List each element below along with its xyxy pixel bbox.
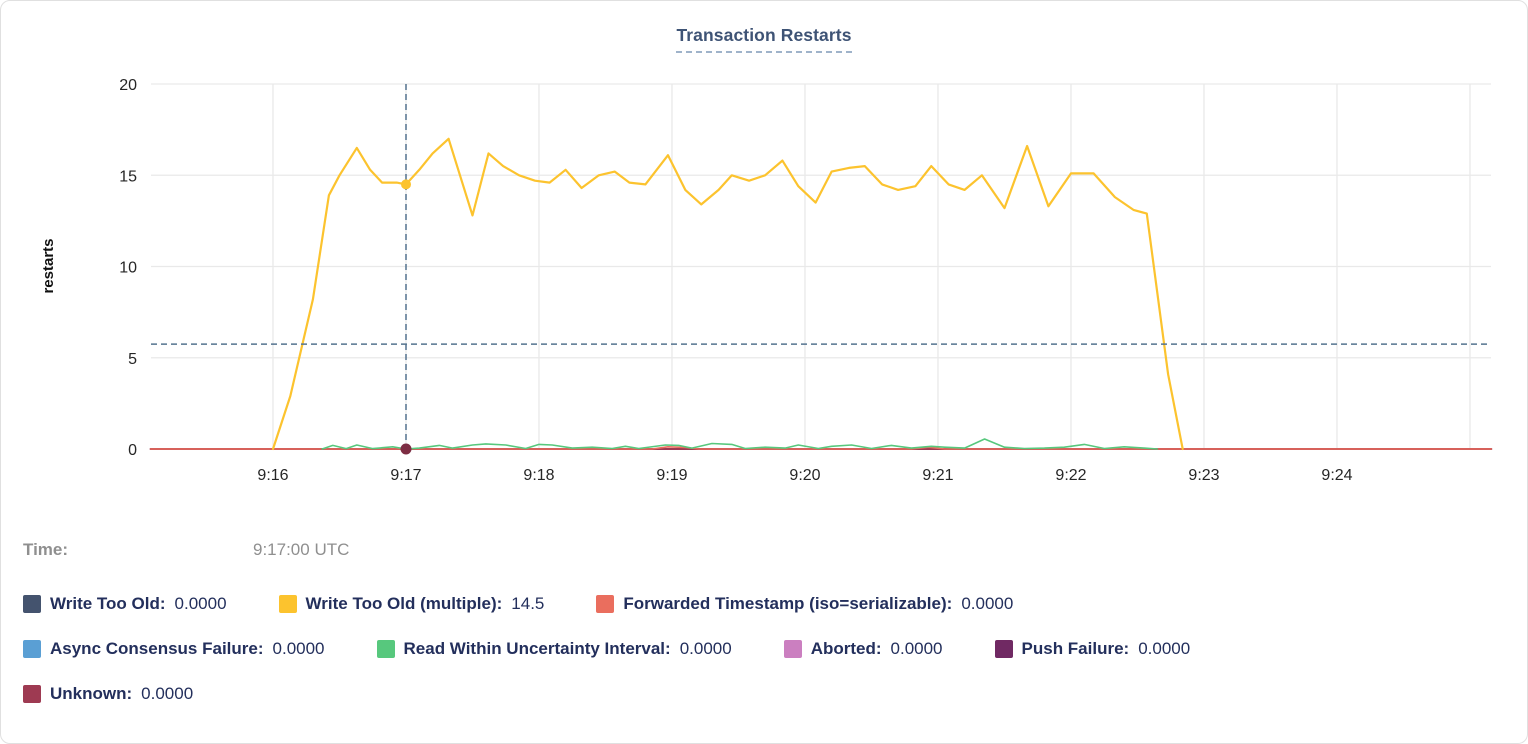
legend-series-value: 0.0000 bbox=[1138, 639, 1191, 658]
legend-color-swatch bbox=[23, 595, 41, 613]
legend-series-label: Push Failure: bbox=[1021, 639, 1130, 658]
x-tick-label: 9:16 bbox=[257, 467, 288, 484]
legend-color-swatch bbox=[596, 595, 615, 613]
y-tick-label: 10 bbox=[119, 260, 137, 277]
legend-item-unknown: Unknown: 0.0000 bbox=[23, 684, 193, 704]
legend-color-swatch bbox=[278, 595, 297, 613]
tooltip-time-row: Time: 9:17:00 UTC bbox=[23, 537, 1505, 563]
y-tick-label: 15 bbox=[119, 168, 137, 185]
legend-item-aborted: Aborted: 0.0000 bbox=[783, 639, 943, 659]
legend-series-value: 0.0000 bbox=[679, 639, 732, 658]
legend-series-value: 14.5 bbox=[511, 594, 545, 613]
hover-tooltip-readout: Time: 9:17:00 UTC Write Too Old: 0.0000 Wr… bbox=[1, 537, 1527, 707]
legend-item-write-too-old-multiple-: Write Too Old (multiple): 14.5 bbox=[278, 594, 545, 614]
legend-series-label: Forwarded Timestamp (iso=serializable): bbox=[623, 594, 953, 613]
series-line-forwarded-timestamp-iso-serializable- bbox=[149, 445, 1493, 450]
legend-series-value: 0.0000 bbox=[272, 639, 325, 658]
legend-series-value: 0.0000 bbox=[890, 639, 943, 658]
tooltip-time-value: 9:17:00 UTC bbox=[253, 540, 350, 559]
legend-row: Unknown: 0.0000 bbox=[23, 681, 1505, 707]
hover-point-marker bbox=[401, 179, 411, 190]
x-tick-label: 9:19 bbox=[656, 467, 687, 484]
legend-series-value: 0.0000 bbox=[174, 594, 227, 613]
y-tick-label: 5 bbox=[128, 351, 137, 368]
legend-series-label: Write Too Old: bbox=[50, 594, 166, 613]
legend-item-read-within-uncertainty-interval: Read Within Uncertainty Interval: 0.0000 bbox=[376, 639, 732, 659]
tooltip-time-label: Time: bbox=[23, 540, 69, 559]
series-line-read-within-uncertainty-interval bbox=[321, 438, 1159, 450]
y-tick-label: 0 bbox=[128, 442, 137, 459]
x-tick-label: 9:17 bbox=[390, 467, 421, 484]
legend-item-async-consensus-failure: Async Consensus Failure: 0.0000 bbox=[23, 639, 325, 659]
legend-color-swatch bbox=[376, 640, 395, 658]
legend-item-forwarded-timestamp-iso-serializable-: Forwarded Timestamp (iso=serializable): 0… bbox=[596, 594, 1013, 614]
legend-series-label: Read Within Uncertainty Interval: bbox=[403, 639, 671, 658]
x-tick-label: 9:21 bbox=[922, 467, 953, 484]
hover-point-marker bbox=[400, 443, 412, 455]
x-tick-label: 9:23 bbox=[1188, 467, 1219, 484]
y-tick-label: 20 bbox=[119, 77, 137, 94]
legend-series-value: 0.0000 bbox=[141, 684, 194, 703]
chart-plot-area[interactable]: restarts 0 5 10 15 20 9:16 9:17 9:18 9:19 9:20 9:2… bbox=[1, 61, 1528, 501]
chart-header: Transaction Restarts bbox=[1, 1, 1527, 61]
legend-color-swatch bbox=[23, 640, 41, 658]
x-tick-label: 9:18 bbox=[523, 467, 554, 484]
y-axis-label: restarts bbox=[40, 238, 57, 294]
legend-item-push-failure: Push Failure: 0.0000 bbox=[994, 639, 1191, 659]
legend-color-swatch bbox=[23, 685, 41, 703]
chart-svg[interactable]: 0 5 10 15 20 9:16 9:17 9:18 9:19 9:20 9:21 9:22 9:23… bbox=[1, 61, 1528, 501]
chart-legend: Write Too Old: 0.0000 Write Too Old (multi… bbox=[23, 591, 1505, 707]
legend-series-value: 0.0000 bbox=[961, 594, 1014, 613]
legend-series-label: Unknown: bbox=[50, 684, 133, 703]
legend-row: Async Consensus Failure: 0.0000 Read Withi… bbox=[23, 636, 1505, 662]
legend-color-swatch bbox=[783, 640, 802, 658]
legend-series-label: Async Consensus Failure: bbox=[50, 639, 264, 658]
legend-series-label: Aborted: bbox=[810, 639, 882, 658]
legend-series-label: Write Too Old (multiple): bbox=[305, 594, 503, 613]
legend-color-swatch bbox=[994, 640, 1013, 658]
chart-title[interactable]: Transaction Restarts bbox=[676, 25, 852, 53]
x-tick-label: 9:22 bbox=[1055, 467, 1086, 484]
legend-row: Write Too Old: 0.0000 Write Too Old (multi… bbox=[23, 591, 1505, 617]
legend-item-write-too-old: Write Too Old: 0.0000 bbox=[23, 594, 227, 614]
x-tick-label: 9:20 bbox=[789, 467, 820, 484]
x-tick-label: 9:24 bbox=[1321, 467, 1352, 484]
